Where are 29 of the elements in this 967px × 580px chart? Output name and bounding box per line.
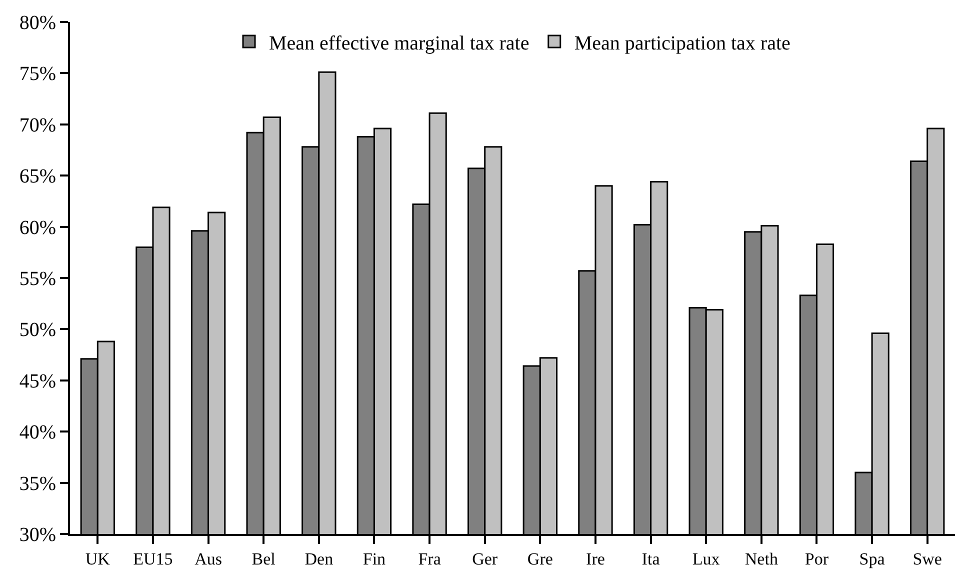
x-tick-label: Spa <box>859 549 886 568</box>
x-tick-label: UK <box>85 549 111 568</box>
x-tick-label: Aus <box>194 549 222 568</box>
legend-label: Mean participation tax rate <box>574 32 791 54</box>
x-tick-label: Bel <box>252 549 276 568</box>
x-tick-label: Por <box>804 549 829 568</box>
x-tick-label: Ita <box>642 549 660 568</box>
x-tick-label: Neth <box>744 549 778 568</box>
y-tick-label: 30% <box>19 524 56 546</box>
x-tick-label: EU15 <box>133 549 173 568</box>
y-tick-label: 75% <box>19 63 56 86</box>
x-tick-label: Ger <box>472 549 498 568</box>
x-tick-label: Gre <box>527 549 553 568</box>
y-tick-label: 70% <box>19 114 56 136</box>
x-tick-label: Fra <box>418 549 442 568</box>
x-tick-label: Lux <box>692 549 720 568</box>
y-tick-label: 55% <box>19 268 56 290</box>
y-tick-label: 50% <box>19 319 56 342</box>
x-tick-label: Ire <box>586 549 605 568</box>
y-tick-label: 80% <box>19 12 56 34</box>
y-tick-label: 45% <box>19 370 56 392</box>
x-tick-label: Fin <box>362 549 386 568</box>
x-tick-label: Den <box>304 549 334 568</box>
y-tick-label: 35% <box>19 472 56 495</box>
y-tick-label: 60% <box>19 216 56 239</box>
y-tick-label: 65% <box>19 166 56 188</box>
x-tick-label: Swe <box>912 549 942 568</box>
y-tick-label: 40% <box>19 422 56 444</box>
legend-label: Mean effective marginal tax rate <box>269 32 530 54</box>
